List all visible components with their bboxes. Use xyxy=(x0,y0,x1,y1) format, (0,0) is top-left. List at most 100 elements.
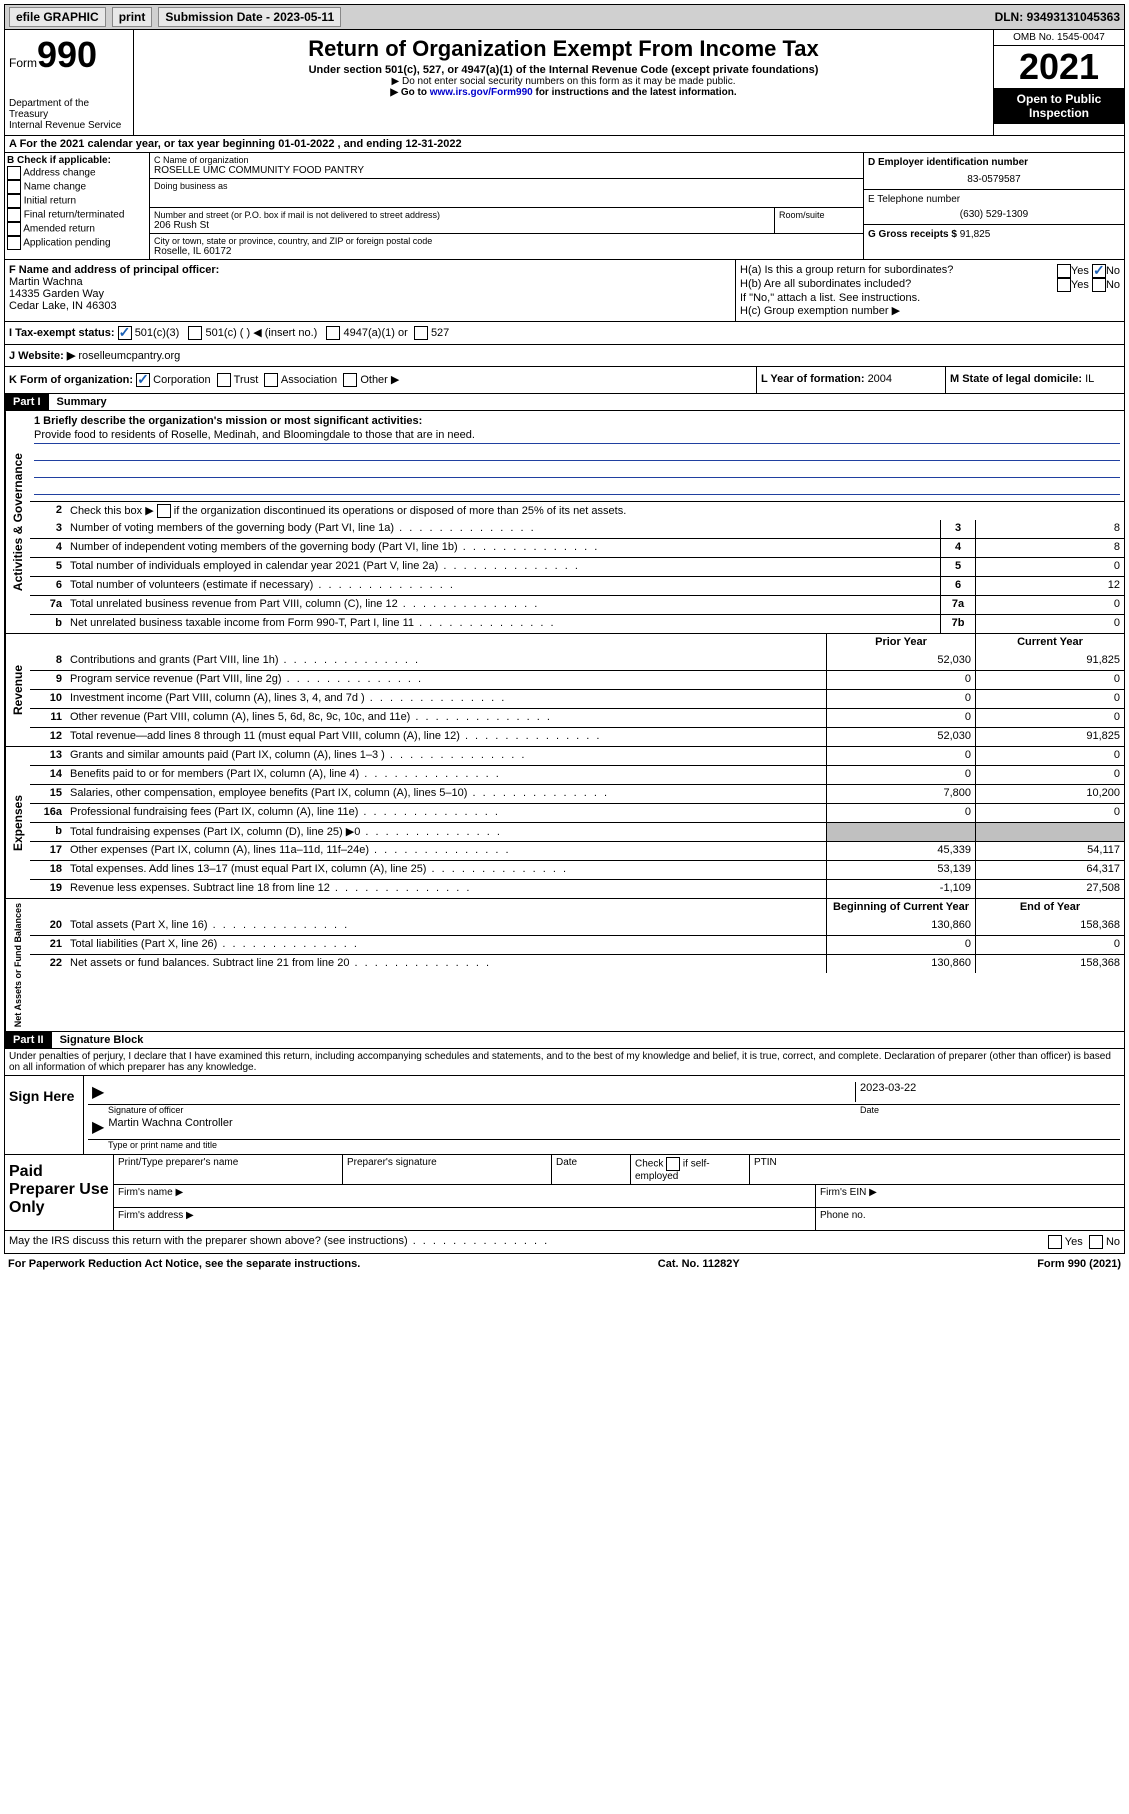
table-row: 7a Total unrelated business revenue from… xyxy=(30,595,1124,614)
table-row: 22 Net assets or fund balances. Subtract… xyxy=(30,954,1124,973)
officer-addr2: Cedar Lake, IN 46303 xyxy=(9,300,117,312)
penalties-text: Under penalties of perjury, I declare th… xyxy=(5,1049,1124,1075)
table-row: 17 Other expenses (Part IX, column (A), … xyxy=(30,841,1124,860)
dept-treasury: Department of the Treasury xyxy=(9,98,129,120)
table-row: 19 Revenue less expenses. Subtract line … xyxy=(30,879,1124,898)
side-revenue: Revenue xyxy=(5,634,30,746)
print-button[interactable]: print xyxy=(112,7,153,27)
dba-label: Doing business as xyxy=(154,181,859,191)
type-name-label: Type or print name and title xyxy=(88,1140,1120,1150)
table-row: 20 Total assets (Part X, line 16) 130,86… xyxy=(30,917,1124,935)
submission-date: Submission Date - 2023-05-11 xyxy=(158,7,341,27)
check-501c3[interactable] xyxy=(118,326,132,340)
firm-addr-label: Firm's address ▶ xyxy=(114,1208,816,1230)
addr-label: Number and street (or P.O. box if mail i… xyxy=(154,210,770,220)
check-trust[interactable] xyxy=(217,373,231,387)
line2-desc: Check this box ▶ if the organization dis… xyxy=(66,502,1124,520)
officer-label: F Name and address of principal officer: xyxy=(9,264,219,276)
check-association[interactable] xyxy=(264,373,278,387)
discuss-yes[interactable] xyxy=(1048,1235,1062,1249)
check-other[interactable] xyxy=(343,373,357,387)
header-end-year: End of Year xyxy=(975,899,1124,917)
omb-number: OMB No. 1545-0047 xyxy=(994,30,1124,46)
check-501c[interactable] xyxy=(188,326,202,340)
efile-button[interactable]: efile GRAPHIC xyxy=(9,7,106,27)
gross-receipts-label: G Gross receipts $ xyxy=(868,229,960,240)
check-4947[interactable] xyxy=(326,326,340,340)
side-governance: Activities & Governance xyxy=(5,411,30,633)
tax-year: 2021 xyxy=(994,46,1124,88)
cat-number: Cat. No. 11282Y xyxy=(658,1258,740,1270)
officer-name-title: Martin Wachna Controller xyxy=(108,1117,232,1137)
table-row: 12 Total revenue—add lines 8 through 11 … xyxy=(30,727,1124,746)
website-value: roselleumcpantry.org xyxy=(78,350,180,362)
form-subtitle: Under section 501(c), 527, or 4947(a)(1)… xyxy=(138,64,989,76)
form-number: 990 xyxy=(37,34,97,75)
firm-name-label: Firm's name ▶ xyxy=(114,1185,816,1207)
table-row: 21 Total liabilities (Part X, line 26) 0… xyxy=(30,935,1124,954)
hb-no[interactable] xyxy=(1092,278,1106,292)
firm-phone-label: Phone no. xyxy=(816,1208,1124,1230)
table-row: 9 Program service revenue (Part VIII, li… xyxy=(30,670,1124,689)
check-name-change[interactable]: Name change xyxy=(7,180,147,194)
form-word: Form xyxy=(9,56,37,70)
note-ssn: ▶ Do not enter social security numbers o… xyxy=(138,76,989,87)
website-label: J Website: ▶ xyxy=(9,350,78,362)
table-row: b Total fundraising expenses (Part IX, c… xyxy=(30,822,1124,841)
phone-value: (630) 529-1309 xyxy=(868,205,1120,220)
table-row: 10 Investment income (Part VIII, column … xyxy=(30,689,1124,708)
date-label: Date xyxy=(860,1105,1120,1115)
header-begin-year: Beginning of Current Year xyxy=(826,899,975,917)
check-address-change[interactable]: Address change xyxy=(7,166,147,180)
check-corporation[interactable] xyxy=(136,373,150,387)
ein-label: D Employer identification number xyxy=(868,157,1028,168)
domicile: IL xyxy=(1085,373,1094,385)
check-discontinued[interactable] xyxy=(157,504,171,518)
row-a-tax-year: A For the 2021 calendar year, or tax yea… xyxy=(4,136,1125,153)
ein-value: 83-0579587 xyxy=(868,168,1120,185)
header-prior-year: Prior Year xyxy=(826,634,975,652)
form-org-label: K Form of organization: xyxy=(9,374,133,386)
arrow-icon: ▶ xyxy=(88,1082,108,1102)
table-row: 14 Benefits paid to or for members (Part… xyxy=(30,765,1124,784)
preparer-sig-label: Preparer's signature xyxy=(343,1155,552,1184)
preparer-name-label: Print/Type preparer's name xyxy=(114,1155,343,1184)
org-name: ROSELLE UMC COMMUNITY FOOD PANTRY xyxy=(154,165,859,176)
mission-label: 1 Briefly describe the organization's mi… xyxy=(34,415,422,427)
city-label: City or town, state or province, country… xyxy=(154,236,859,246)
ha-yes[interactable] xyxy=(1057,264,1071,278)
part1-title: Summary xyxy=(49,394,115,410)
table-row: 13 Grants and similar amounts paid (Part… xyxy=(30,747,1124,765)
tax-exempt-label: I Tax-exempt status: xyxy=(9,327,115,339)
table-row: 3 Number of voting members of the govern… xyxy=(30,520,1124,538)
hb-label: H(b) Are all subordinates included? xyxy=(740,278,911,292)
discuss-no[interactable] xyxy=(1089,1235,1103,1249)
table-row: 15 Salaries, other compensation, employe… xyxy=(30,784,1124,803)
side-netassets: Net Assets or Fund Balances xyxy=(5,899,30,1031)
top-bar: efile GRAPHIC print Submission Date - 20… xyxy=(4,4,1125,30)
hb-note: If "No," attach a list. See instructions… xyxy=(740,292,1120,304)
check-527[interactable] xyxy=(414,326,428,340)
self-employed-check[interactable]: Check if self-employed xyxy=(631,1155,750,1184)
paid-preparer-label: Paid Preparer Use Only xyxy=(5,1155,113,1230)
check-application-pending[interactable]: Application pending xyxy=(7,236,147,250)
officer-name: Martin Wachna xyxy=(9,276,83,288)
domicile-label: M State of legal domicile: xyxy=(950,373,1085,385)
irs-link[interactable]: www.irs.gov/Form990 xyxy=(430,87,533,98)
check-initial-return[interactable]: Initial return xyxy=(7,194,147,208)
form-header: Form990 Department of the Treasury Inter… xyxy=(4,30,1125,136)
street-address: 206 Rush St xyxy=(154,220,770,231)
mission-text: Provide food to residents of Roselle, Me… xyxy=(34,427,1120,444)
check-final-return[interactable]: Final return/terminated xyxy=(7,208,147,222)
check-amended[interactable]: Amended return xyxy=(7,222,147,236)
dln: DLN: 93493131045363 xyxy=(995,10,1120,24)
part1-header: Part I xyxy=(5,394,49,410)
hb-yes[interactable] xyxy=(1057,278,1071,292)
form-footer: Form 990 (2021) xyxy=(1037,1258,1121,1270)
paperwork-notice: For Paperwork Reduction Act Notice, see … xyxy=(8,1258,360,1270)
part2-title: Signature Block xyxy=(52,1032,152,1048)
sig-officer-label: Signature of officer xyxy=(88,1105,860,1115)
city-state-zip: Roselle, IL 60172 xyxy=(154,246,859,257)
part2-header: Part II xyxy=(5,1032,52,1048)
ha-no[interactable] xyxy=(1092,264,1106,278)
